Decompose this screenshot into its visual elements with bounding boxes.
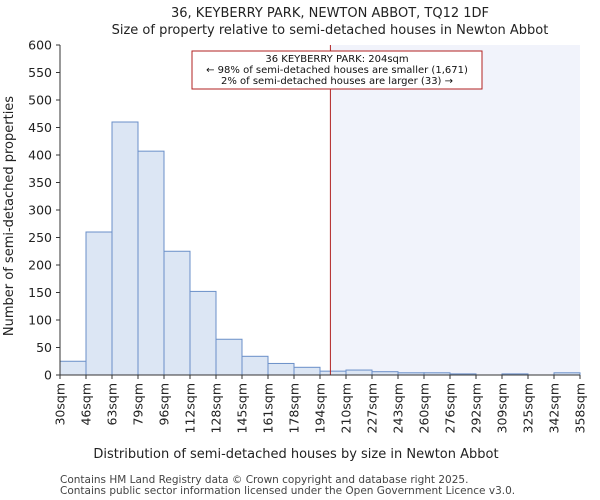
x-tick-label-194sqm: 194sqm [313, 383, 328, 433]
x-tick-label-96sqm: 96sqm [157, 383, 172, 426]
annotation-line-1: 36 KEYBERRY PARK: 204sqm [265, 54, 408, 65]
x-tick-label-260sqm: 260sqm [417, 383, 432, 433]
x-tick-label-210sqm: 210sqm [339, 383, 354, 433]
bar-145sqm [241, 355, 269, 376]
annotation-box [191, 50, 483, 90]
x-axis-label: Distribution of semi-detached houses by … [93, 447, 498, 462]
bar-178sqm [293, 366, 321, 376]
x-tick-label-358sqm: 358sqm [573, 383, 588, 433]
bar-194sqm [319, 370, 347, 376]
y-tick-label-450: 450 [28, 120, 52, 135]
x-tick-label-128sqm: 128sqm [209, 383, 224, 433]
x-tick-label-63sqm: 63sqm [105, 383, 120, 426]
x-tick-label-243sqm: 243sqm [391, 383, 406, 433]
bar-30sqm [59, 360, 87, 376]
x-tick-label-145sqm: 145sqm [235, 383, 250, 433]
y-tick-label-350: 350 [28, 175, 52, 190]
y-tick-label-100: 100 [28, 313, 52, 328]
chart-subtitle: Size of property relative to semi-detach… [112, 23, 549, 38]
y-tick-label-200: 200 [28, 258, 52, 273]
y-tick-label-600: 600 [28, 38, 52, 53]
x-tick-label-178sqm: 178sqm [287, 383, 302, 433]
bar-series [59, 121, 581, 376]
y-tick-label-500: 500 [28, 93, 52, 108]
y-axis: 0 50 100 150 200 250 300 350 400 450 500 550 600 [28, 38, 61, 383]
x-tick-label-161sqm: 161sqm [261, 383, 276, 433]
x-tick-label-309sqm: 309sqm [495, 383, 510, 433]
x-tick-label-325sqm: 325sqm [521, 383, 536, 433]
bar-128sqm [215, 338, 243, 376]
x-tick-label-46sqm: 46sqm [79, 383, 94, 426]
y-tick-label-300: 300 [28, 203, 52, 218]
annotation-line-3: 2% of semi-detached houses are larger (3… [221, 76, 453, 87]
bar-63sqm [111, 121, 139, 376]
chart-title: 36, KEYBERRY PARK, NEWTON ABBOT, TQ12 1D… [171, 6, 489, 21]
property-annotation: 36 KEYBERRY PARK: 204sqm ← 98% of semi-d… [191, 50, 483, 90]
y-axis-label: Number of semi-detached properties [2, 96, 17, 336]
y-tick-label-400: 400 [28, 148, 52, 163]
larger-properties-region [330, 45, 580, 375]
footer-copyright: Contains HM Land Registry data © Crown c… [60, 474, 469, 486]
bar-210sqm [345, 369, 373, 376]
y-tick-label-550: 550 [28, 65, 52, 80]
x-tick-label-342sqm: 342sqm [547, 383, 562, 433]
x-axis: 30sqm 46sqm 63sqm 79sqm 96sqm 112sqm 128sqm 145… [53, 374, 588, 433]
y-tick-label-50: 50 [36, 340, 52, 355]
bar-96sqm [163, 250, 191, 376]
bar-46sqm [85, 231, 113, 376]
bar-112sqm [189, 290, 217, 376]
x-tick-label-227sqm: 227sqm [365, 383, 380, 433]
y-tick-label-250: 250 [28, 230, 52, 245]
annotation-line-2: ← 98% of semi-detached houses are smalle… [206, 65, 468, 76]
footer-licence: Contains public sector information licen… [60, 485, 516, 497]
bar-161sqm [267, 362, 295, 376]
bar-79sqm [137, 150, 165, 376]
x-tick-label-79sqm: 79sqm [131, 383, 146, 426]
x-tick-label-112sqm: 112sqm [183, 383, 198, 433]
x-tick-label-292sqm: 292sqm [469, 383, 484, 433]
x-tick-label-30sqm: 30sqm [53, 383, 68, 426]
x-tick-label-276sqm: 276sqm [443, 383, 458, 433]
y-tick-label-0: 0 [44, 368, 52, 383]
y-tick-label-150: 150 [28, 285, 52, 300]
